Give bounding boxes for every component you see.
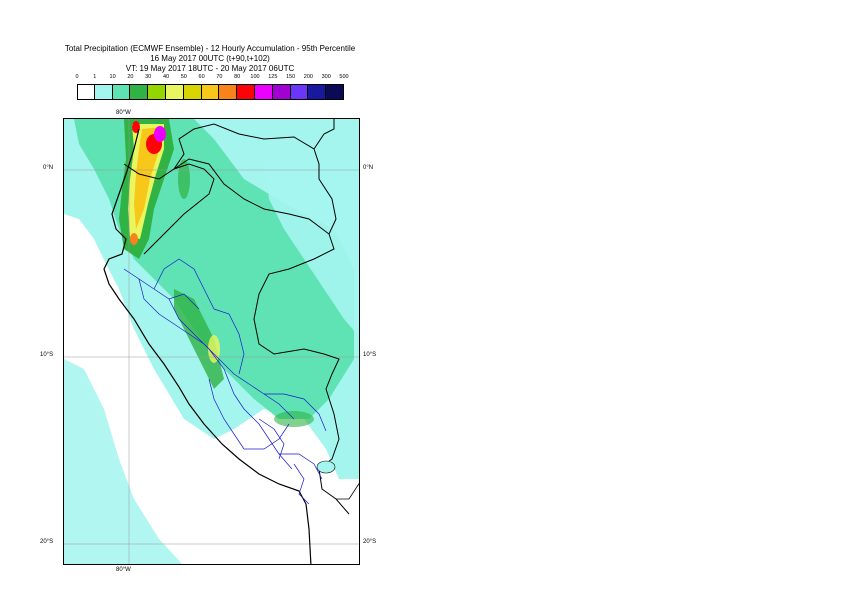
precip-max-2 (154, 126, 166, 142)
coastline (103, 128, 312, 564)
legend-tick-label: 500 (339, 74, 349, 80)
colombia-border (173, 123, 337, 235)
lat-label-left-20: 20°S (40, 539, 54, 545)
legend-tick-label: 70 (216, 74, 223, 80)
region-borders (123, 258, 327, 505)
legend-swatch (308, 84, 327, 100)
legend-swatch (237, 84, 255, 100)
lat-label-right-20: 20°S (363, 539, 377, 545)
legend-tick-label: 10 (109, 74, 116, 80)
legend-tick-label: 200 (303, 74, 313, 80)
precip-max-3 (132, 121, 140, 133)
legend-tick-label: 80 (234, 74, 241, 80)
map-title: Total Precipitation (ECMWF Ensemble) - 1… (64, 44, 356, 53)
bolivia-border (336, 482, 359, 500)
legend-tick-label: 60 (198, 74, 205, 80)
legend-tick-label: 20 (127, 74, 134, 80)
legend-tick-label: 150 (286, 74, 296, 80)
precip-field-east (264, 159, 359, 337)
legend-swatch (112, 84, 131, 100)
valid-time: VT: 19 May 2017 18UTC - 20 May 2017 06UT… (125, 64, 295, 73)
ecuador-border (123, 163, 215, 255)
legend-swatch (219, 84, 238, 100)
precip-field-ocean-band (64, 359, 183, 564)
lat-label-right-0: 0°N (363, 165, 374, 171)
legend-swatch (130, 84, 149, 100)
legend-tick-label: 100 (250, 74, 260, 80)
legend-tick-label: 50 (180, 74, 187, 80)
legend-swatch (183, 84, 202, 100)
legend-tick-label: 30 (145, 74, 152, 80)
lon-label-bottom: 80°W (116, 567, 131, 573)
legend-swatch (148, 84, 166, 100)
legend-tick-label: 1 (93, 74, 97, 80)
legend-tick-label: 0 (75, 74, 79, 80)
peru-north-border (173, 158, 350, 515)
legend-swatch (94, 84, 113, 100)
legend-swatch (272, 84, 291, 100)
lat-label-left-10: 10°S (40, 352, 54, 358)
lat-label-left-0: 0°N (43, 165, 54, 171)
legend-swatch (166, 84, 184, 100)
lon-label-top: 80°W (116, 110, 131, 116)
legend-swatch (201, 84, 220, 100)
legend-swatch (326, 84, 344, 100)
lake-titicaca (316, 460, 336, 474)
precipitation-map (63, 118, 360, 565)
base-time: 16 May 2017 00UTC (t+90,t+102) (150, 54, 270, 63)
legend-tick-label: 300 (321, 74, 331, 80)
precipitation-legend: 0 1 10 20 30 40 50 60 70 80 100 125 150 200 300 500 (68, 74, 358, 104)
legend-swatch (77, 84, 95, 100)
legend-swatch (290, 84, 309, 100)
legend-swatch (255, 84, 273, 100)
legend-tick-label: 125 (268, 74, 278, 80)
legend-tick-label: 40 (162, 74, 170, 80)
lat-label-right-10: 10°S (363, 352, 377, 358)
precip-spot-2 (178, 159, 190, 199)
precip-max-4 (130, 233, 138, 245)
brazil-border (313, 119, 335, 150)
precip-spot-3 (208, 335, 220, 363)
